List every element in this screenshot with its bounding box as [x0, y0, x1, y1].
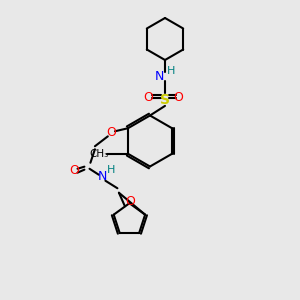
- Text: H: H: [106, 165, 115, 175]
- Text: CH₃: CH₃: [89, 149, 108, 159]
- Text: N: N: [154, 70, 164, 83]
- Text: O: O: [125, 195, 135, 208]
- Text: H: H: [167, 65, 175, 76]
- Text: N: N: [98, 170, 107, 183]
- Text: O: O: [174, 91, 183, 104]
- Text: O: O: [70, 164, 80, 177]
- Text: O: O: [106, 126, 116, 139]
- Text: O: O: [144, 91, 153, 104]
- Text: S: S: [160, 94, 170, 107]
